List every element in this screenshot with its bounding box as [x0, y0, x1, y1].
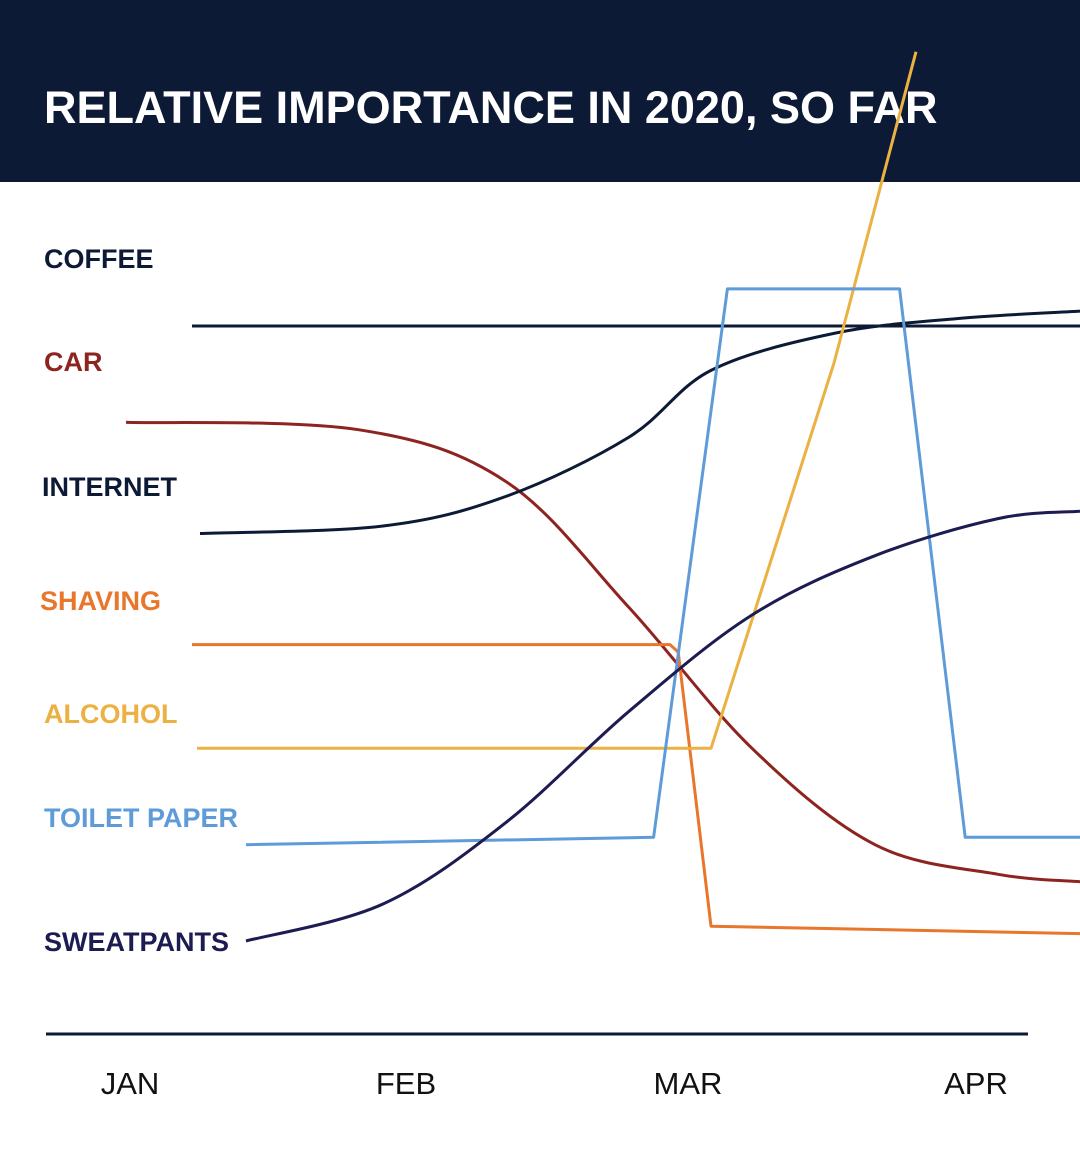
- series-label-shaving: SHAVING: [40, 586, 161, 616]
- series-line-sweatpants: [245, 509, 1080, 943]
- series-line-alcohol: [197, 51, 918, 750]
- series-lines: [125, 51, 1080, 943]
- series-line-car: [125, 420, 1080, 884]
- x-tick-label-apr: APR: [944, 1066, 1008, 1101]
- series-labels: COFFEE CAR INTERNET SHAVING ALCOHOL TOILET PA…: [40, 244, 238, 957]
- x-tick-label-feb: FEB: [376, 1066, 436, 1101]
- series-label-sweatpants: SWEATPANTS: [44, 927, 229, 957]
- chart-title: RELATIVE IMPORTANCE IN 2020, SO FAR: [44, 82, 938, 133]
- series-label-coffee: COFFEE: [44, 244, 154, 274]
- series-line-toilet-paper: [245, 287, 1080, 847]
- series-label-alcohol: ALCOHOL: [44, 699, 177, 729]
- series-label-car: CAR: [44, 347, 103, 377]
- x-tick-label-jan: JAN: [101, 1066, 160, 1101]
- x-axis: JAN FEB MAR APR: [46, 1032, 1028, 1101]
- series-label-internet: INTERNET: [42, 472, 178, 502]
- x-tick-label-mar: MAR: [654, 1066, 723, 1101]
- series-line-internet: [199, 309, 1080, 535]
- title-banner: RELATIVE IMPORTANCE IN 2020, SO FAR: [0, 0, 1080, 182]
- series-label-toilet-paper: TOILET PAPER: [44, 803, 238, 833]
